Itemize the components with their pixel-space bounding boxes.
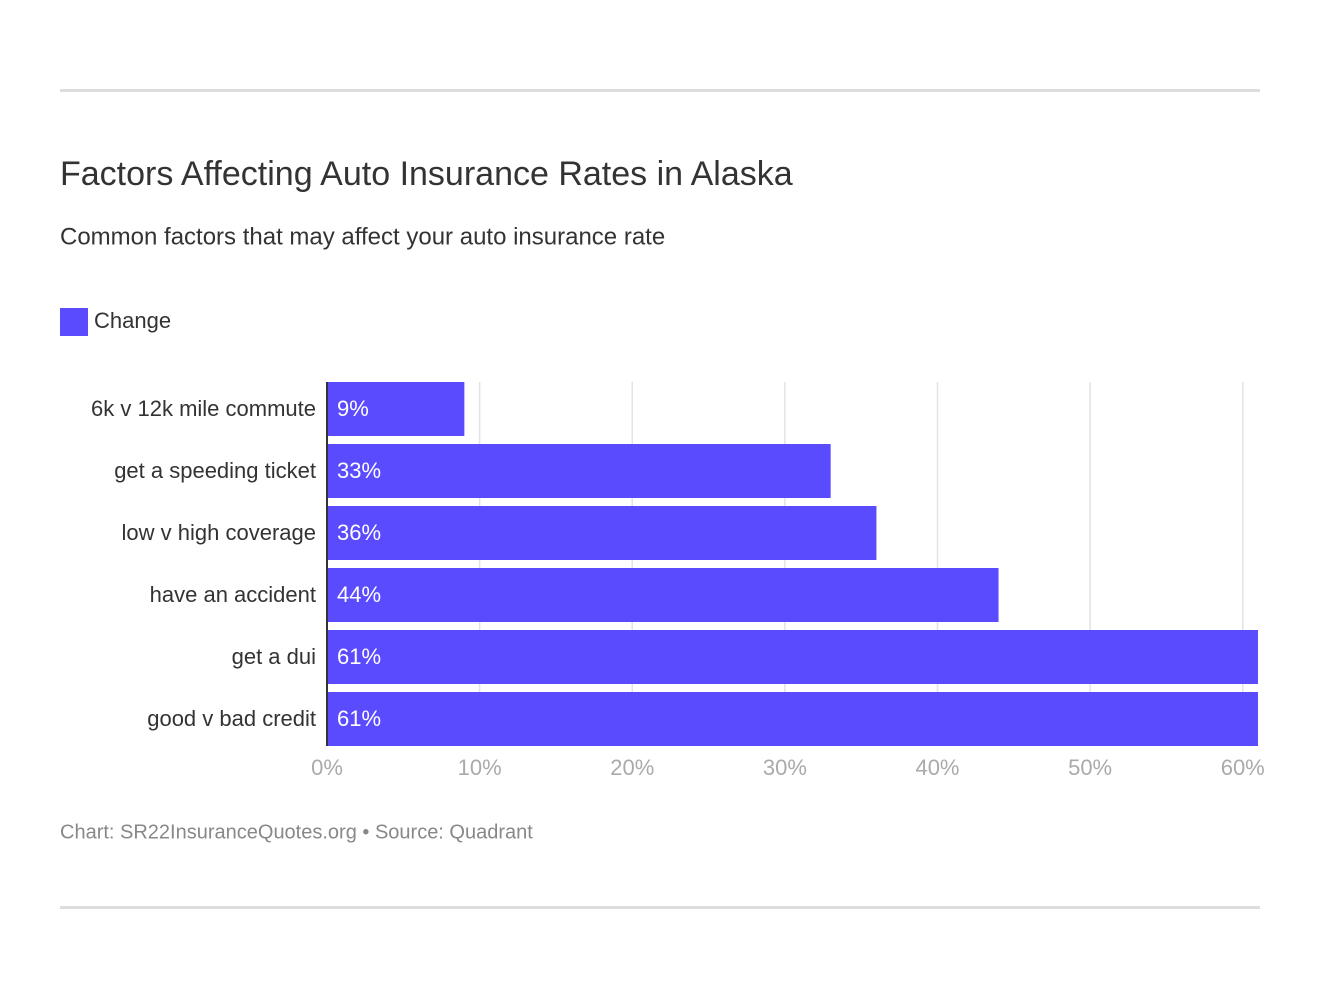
legend-swatch [60,308,88,336]
y-tick-label: get a speeding ticket [114,458,316,483]
bar [327,692,1258,746]
y-tick-label: 6k v 12k mile commute [91,396,316,421]
legend-label: Change [94,308,171,333]
y-tick-label: have an accident [150,582,316,607]
value-label: 33% [337,458,381,483]
bottom-rule [60,906,1260,909]
value-label: 61% [337,706,381,731]
chart-subtitle: Common factors that may affect your auto… [60,223,665,250]
x-tick-label: 30% [763,755,807,780]
x-tick-label: 0% [311,755,343,780]
x-tick-label: 40% [915,755,959,780]
chart-title: Factors Affecting Auto Insurance Rates i… [60,155,793,193]
x-tick-label: 60% [1221,755,1265,780]
bar [327,444,831,498]
bar [327,568,999,622]
value-label: 61% [337,644,381,669]
chart-footer: Chart: SR22InsuranceQuotes.org • Source:… [60,821,533,843]
top-rule [60,89,1260,92]
x-tick-label: 20% [610,755,654,780]
y-tick-label: low v high coverage [122,520,316,545]
value-label: 36% [337,520,381,545]
x-tick-label: 10% [458,755,502,780]
x-tick-label: 50% [1068,755,1112,780]
y-tick-label: good v bad credit [147,706,316,731]
value-label: 44% [337,582,381,607]
y-tick-label: get a dui [232,644,316,669]
bar [327,382,465,436]
bar [327,630,1258,684]
value-label: 9% [337,396,369,421]
bar [327,506,877,560]
